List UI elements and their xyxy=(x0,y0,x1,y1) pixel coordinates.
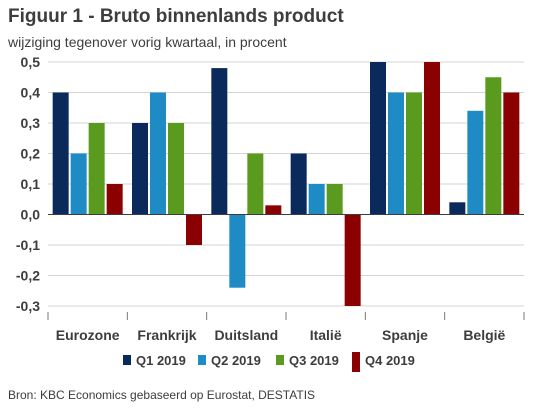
bar xyxy=(449,202,466,215)
bar xyxy=(150,92,166,215)
legend-label: Q2 2019 xyxy=(211,353,261,368)
legend-label: Q1 2019 xyxy=(136,353,186,368)
y-axis-ticks: 0,5 0,4 0,3 0,2 0,1 0,0 -0,1 -0,2 -0,3 xyxy=(16,54,40,314)
x-tick-label: België xyxy=(463,327,505,343)
bar xyxy=(265,205,282,215)
bar xyxy=(132,123,148,215)
x-tick-label: Duitsland xyxy=(214,327,278,343)
bar xyxy=(229,214,246,288)
y-tick-label: 0,5 xyxy=(21,54,41,70)
x-axis-ticks: Eurozone Frankrijk Duitsland Italië Spanje Be… xyxy=(56,327,506,343)
legend-item: Q3 2019 xyxy=(276,353,339,368)
legend-item: Q1 2019 xyxy=(123,353,186,368)
bars xyxy=(52,62,520,306)
bar xyxy=(326,184,343,215)
chart-title: Figuur 1 - Bruto binnenlands product xyxy=(8,6,344,27)
x-tick-label: Spanje xyxy=(382,327,428,343)
source-note: Bron: KBC Economics gebaseerd op Eurosta… xyxy=(8,388,316,402)
y-tick-label: -0,2 xyxy=(16,268,40,284)
y-tick-label: -0,1 xyxy=(16,237,40,253)
bar xyxy=(70,153,87,215)
bar xyxy=(388,92,404,215)
legend-swatch xyxy=(198,355,206,365)
gridlines xyxy=(48,61,524,307)
bar xyxy=(424,62,440,215)
bar xyxy=(106,184,123,215)
legend-swatch xyxy=(123,355,131,365)
bar xyxy=(247,153,264,215)
legend-label: Q3 2019 xyxy=(289,353,339,368)
bar xyxy=(344,214,361,306)
legend-item: Q2 2019 xyxy=(198,353,261,368)
y-tick-label: 0,3 xyxy=(21,115,41,131)
bar xyxy=(308,184,325,215)
bar xyxy=(290,153,307,215)
legend-item: Q4 2019 xyxy=(352,352,415,372)
y-tick-label: 0,0 xyxy=(21,207,41,223)
bar xyxy=(467,110,484,215)
bar xyxy=(52,92,69,215)
bar xyxy=(485,77,502,215)
x-axis xyxy=(47,214,525,320)
bar xyxy=(211,68,228,215)
x-tick-label: Frankrijk xyxy=(137,327,196,343)
bar xyxy=(88,123,105,215)
legend-swatch xyxy=(276,355,284,365)
bar xyxy=(168,123,184,215)
bar xyxy=(503,92,520,215)
y-tick-label: -0,3 xyxy=(16,298,40,314)
legend-label: Q4 2019 xyxy=(365,353,415,368)
y-tick-label: 0,1 xyxy=(21,176,41,192)
x-tick-label: Italië xyxy=(310,327,342,343)
x-tick-label: Eurozone xyxy=(56,327,120,343)
bar xyxy=(186,214,202,245)
chart-subtitle: wijziging tegenover vorig kwartaal, in p… xyxy=(8,34,287,50)
legend-swatch xyxy=(352,352,360,372)
y-tick-label: 0,2 xyxy=(21,146,41,162)
y-tick-label: 0,4 xyxy=(21,85,41,101)
bar xyxy=(370,62,386,215)
bar xyxy=(406,92,422,215)
legend: Q1 2019 Q2 2019 Q3 2019 Q4 2019 xyxy=(123,352,415,372)
